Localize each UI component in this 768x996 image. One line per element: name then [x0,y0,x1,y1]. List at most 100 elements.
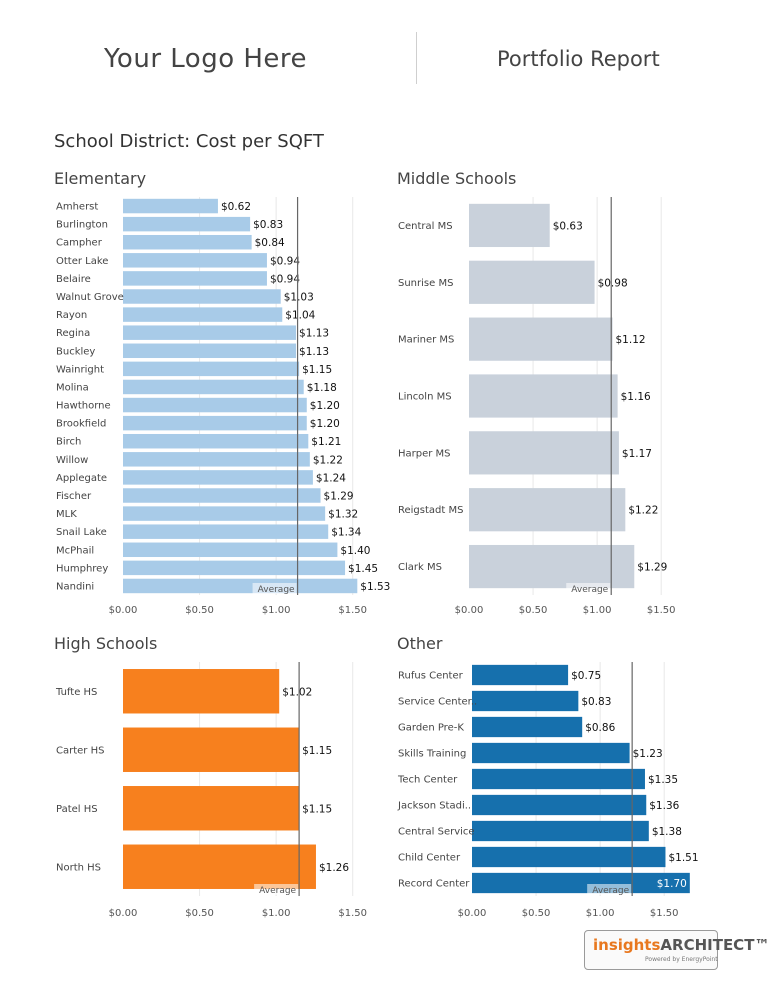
other-bar [472,820,649,842]
high-value-label: $1.15 [302,745,332,757]
brand-name: insightsARCHITECT™ [593,936,768,954]
brand-tagline: Powered by EnergyPoint [645,956,718,963]
elementary-value-label: $1.13 [299,346,329,358]
elementary-bar [123,452,310,467]
middle-value-label: $1.22 [628,505,658,517]
other-value-label: $1.23 [633,748,663,760]
high-average-label: Average [259,886,296,896]
elementary-category-label: Walnut Grove [56,292,124,303]
high-category-label: North HS [56,862,101,873]
other-value-label: $1.51 [668,852,698,864]
other-average-label: Average [592,886,629,896]
elementary-bar [123,397,307,413]
elementary-value-label: $0.83 [253,219,283,231]
high-value-label: $1.15 [302,803,332,815]
middle-average-label-bg [566,583,611,594]
other-bar [472,872,690,894]
elementary-value-label: $1.40 [340,545,370,557]
elementary-bar [123,578,358,594]
middle-value-label: $1.29 [637,562,667,574]
other-value-label: $1.35 [648,774,678,786]
elementary-value-label: $1.34 [331,527,361,539]
middle-category-label: Central MS [398,221,453,232]
middle-category-label: Mariner MS [398,335,454,346]
middle-panel-title: Middle Schools [397,169,517,188]
high-value-label: $1.02 [282,686,312,698]
other-bar [472,846,666,868]
elementary-value-label: $1.18 [307,382,337,394]
elementary-category-label: Burlington [56,220,108,231]
high-value-label: $1.26 [319,862,349,874]
high-bar [123,727,300,772]
other-bar [472,768,645,790]
elementary-category-label: Wainright [56,364,104,375]
high-bar [123,786,300,831]
high-tick-label: $0.00 [109,908,138,919]
middle-value-label: $1.16 [621,391,651,403]
middle-bar [469,203,550,248]
elementary-bar [123,470,313,485]
high-panel-title: High Schools [54,634,158,653]
elementary-value-label: $0.84 [255,237,285,249]
header-divider [416,32,417,84]
middle-tick-label: $0.00 [455,605,484,616]
other-category-label: Child Center [398,853,461,864]
elementary-category-label: McPhail [56,545,94,556]
elementary-bar [123,379,304,395]
middle-bar [469,431,619,475]
elementary-bar [123,524,329,539]
middle-bar [469,317,613,361]
elementary-bar [123,289,281,304]
other-bar [472,690,579,712]
middle-average-label: Average [571,585,608,595]
elementary-category-label: Applegate [56,473,107,484]
elementary-category-label: Nandini [56,581,94,592]
other-category-label: Service Center.. [398,697,477,708]
elementary-tick-label: $1.00 [262,605,291,616]
high-tick-label: $1.50 [338,908,367,919]
elementary-tick-label: $0.00 [109,605,138,616]
elementary-category-label: Otter Lake [56,256,108,267]
elementary-value-label: $1.24 [316,472,346,484]
other-value-label: $1.38 [652,826,682,838]
report-title: Portfolio Report [497,47,660,71]
middle-category-label: Lincoln MS [398,392,452,403]
elementary-bar [123,343,297,359]
elementary-category-label: Rayon [56,310,87,321]
other-bar [472,716,583,738]
elementary-category-label: Fischer [56,491,92,502]
other-tick-label: $0.00 [458,908,487,919]
elementary-value-label: $1.45 [348,563,378,575]
middle-category-label: Harper MS [398,448,451,459]
elementary-category-label: Humphrey [56,563,108,574]
elementary-bar [123,542,338,558]
elementary-category-label: Birch [56,437,81,448]
high-average-label-bg [254,884,299,895]
elementary-category-label: Molina [56,382,89,393]
elementary-value-label: $0.94 [270,255,300,267]
other-value-label: $1.36 [649,800,679,812]
other-category-label: Tech Center [397,775,458,786]
elementary-bar [123,560,346,576]
elementary-category-label: Buckley [56,346,95,357]
high-category-label: Patel HS [56,804,98,815]
other-tick-label: $0.50 [522,908,551,919]
elementary-category-label: Belaire [56,274,91,285]
elementary-value-label: $1.04 [285,310,315,322]
middle-bar [469,488,626,532]
page-title: School District: Cost per SQFT [54,131,324,152]
elementary-category-label: MLK [56,509,77,520]
other-value-label: $0.86 [585,722,615,734]
other-bar [472,742,630,764]
elementary-category-label: Snail Lake [56,527,107,538]
elementary-tick-label: $1.50 [338,605,367,616]
middle-bar [469,374,618,418]
high-category-label: Carter HS [56,745,104,756]
other-category-label: Rufus Center [398,671,464,682]
other-tick-label: $1.50 [650,908,679,919]
high-tick-label: $1.00 [262,908,291,919]
elementary-value-label: $1.20 [310,400,340,412]
elementary-value-label: $1.32 [328,509,358,521]
other-panel-title: Other [397,634,443,653]
